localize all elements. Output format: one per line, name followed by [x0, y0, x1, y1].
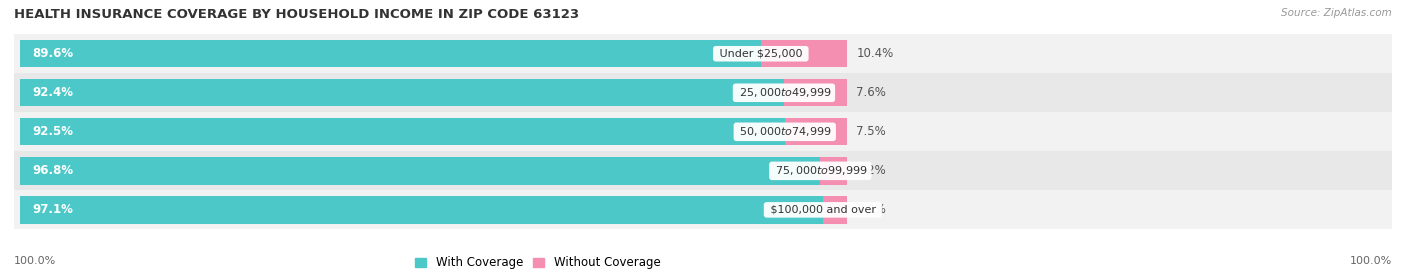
Bar [14, 151, 1392, 190]
Text: 10.4%: 10.4% [856, 47, 894, 60]
Bar [785, 118, 846, 146]
Text: 2.9%: 2.9% [856, 203, 886, 216]
Text: 89.6%: 89.6% [32, 47, 73, 60]
Bar [785, 79, 846, 107]
Text: 7.5%: 7.5% [856, 125, 886, 138]
Legend: With Coverage, Without Coverage: With Coverage, Without Coverage [415, 256, 661, 269]
Bar [20, 196, 823, 224]
Text: 96.8%: 96.8% [32, 164, 73, 177]
Text: 100.0%: 100.0% [1350, 256, 1392, 266]
Bar [20, 157, 820, 185]
Bar [14, 190, 1392, 229]
Bar [20, 40, 761, 68]
Text: Source: ZipAtlas.com: Source: ZipAtlas.com [1281, 8, 1392, 18]
Bar [20, 79, 785, 107]
Bar [823, 196, 846, 224]
Text: 92.4%: 92.4% [32, 86, 73, 99]
Bar [20, 118, 785, 146]
Text: Under $25,000: Under $25,000 [716, 49, 806, 59]
Text: $50,000 to $74,999: $50,000 to $74,999 [737, 125, 834, 138]
Text: $25,000 to $49,999: $25,000 to $49,999 [735, 86, 832, 99]
Bar [820, 157, 846, 185]
Text: 100.0%: 100.0% [14, 256, 56, 266]
Bar [14, 112, 1392, 151]
Text: 97.1%: 97.1% [32, 203, 73, 216]
Bar [761, 40, 846, 68]
Text: $100,000 and over: $100,000 and over [766, 205, 879, 215]
Text: 92.5%: 92.5% [32, 125, 73, 138]
Text: 3.2%: 3.2% [856, 164, 886, 177]
Text: $75,000 to $99,999: $75,000 to $99,999 [772, 164, 869, 177]
Bar [14, 34, 1392, 73]
Text: HEALTH INSURANCE COVERAGE BY HOUSEHOLD INCOME IN ZIP CODE 63123: HEALTH INSURANCE COVERAGE BY HOUSEHOLD I… [14, 8, 579, 21]
Bar [14, 73, 1392, 112]
Text: 7.6%: 7.6% [856, 86, 886, 99]
